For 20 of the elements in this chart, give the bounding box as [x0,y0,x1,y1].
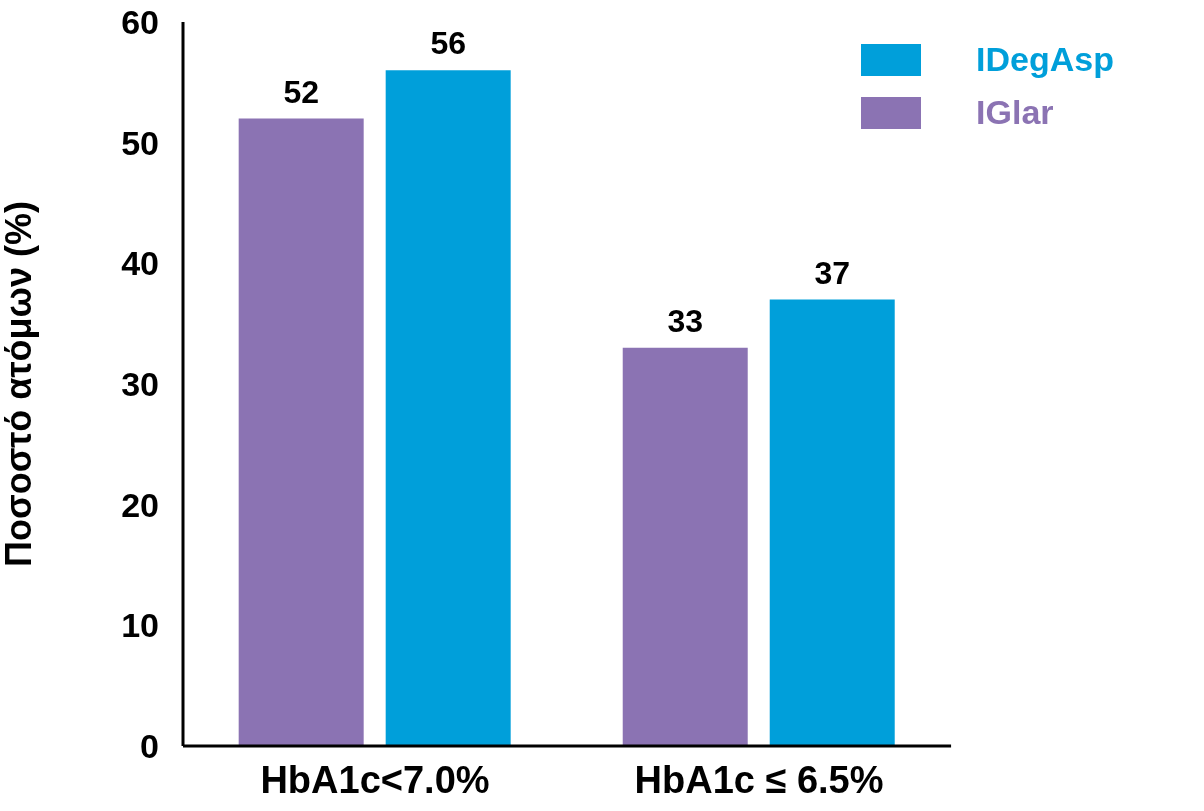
y-tick-label: 10 [121,606,159,645]
y-tick-label: 60 [121,3,159,42]
y-tick-label: 20 [121,485,159,524]
bar [238,118,364,746]
data-label: 56 [430,25,466,62]
bar [622,347,748,746]
legend-label: IGlar [976,93,1054,132]
data-label: 52 [283,73,319,110]
x-tick-label: HbA1c ≤ 6.5% [634,758,884,801]
y-tick-label: 50 [121,123,159,162]
y-axis-title: Ποσοστό ατόμων (%) [0,201,39,567]
legend-label: IDegAsp [976,40,1114,79]
y-tick-label: 40 [121,244,159,283]
bar [769,299,895,746]
data-label: 37 [814,254,851,291]
y-tick-label: 30 [121,365,159,404]
y-tick-label: 0 [140,727,159,766]
x-tick-label: HbA1c<7.0% [260,758,490,801]
bar [385,70,511,746]
data-label: 33 [667,302,704,339]
